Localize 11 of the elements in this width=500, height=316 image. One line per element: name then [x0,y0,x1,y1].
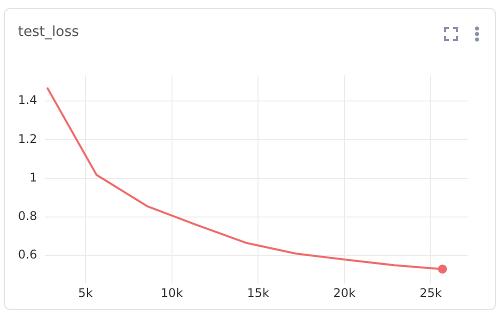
y-tick-label: 1.2 [18,132,38,146]
x-tick-label: 5k [78,286,93,300]
x-tick-label: 15k [246,286,270,300]
y-tick-label: 0.6 [18,248,38,262]
y-tick-label: 1.4 [18,93,38,108]
y-tick-label: 0.8 [18,209,38,224]
x-tick-label: 10k [160,286,183,300]
x-tick-label: 20k [333,286,356,300]
chart-title: test_loss [18,24,79,40]
y-tick-label: 1 [29,170,38,184]
x-tick-label: 25k [420,286,442,300]
